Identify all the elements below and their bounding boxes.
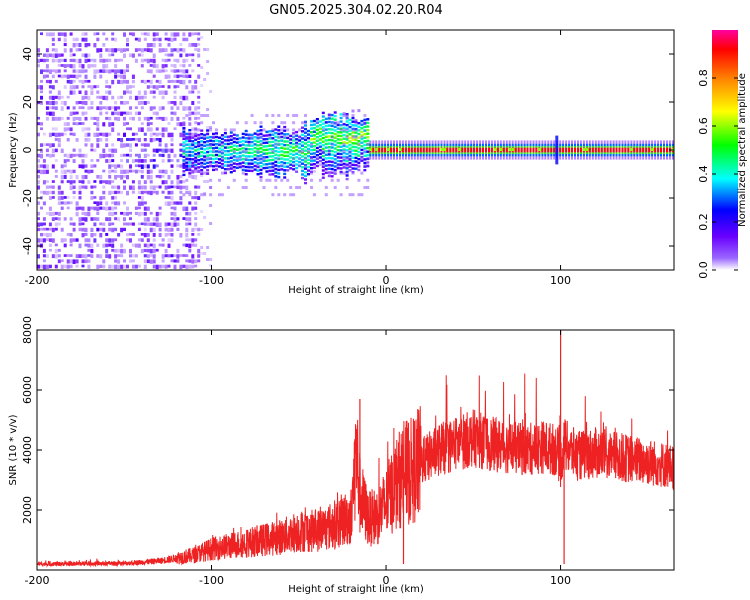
snr-ytick-label: 2000 <box>21 496 34 524</box>
spectrogram-xtick-label: 100 <box>550 274 571 287</box>
colorbar-label: Normalized spectral amplitude <box>737 73 748 227</box>
spectrogram-ytick-label: -20 <box>21 189 34 207</box>
snr-plot-content <box>37 330 674 568</box>
colorbar-ticks: 0.0 0.2 0.4 0.6 0.8 <box>697 69 738 279</box>
figure-title: GN05.2025.304.02.20.R04 <box>269 3 443 18</box>
colorbar-tick-label: 0.8 <box>697 69 710 87</box>
snr-series-line <box>37 373 674 568</box>
snr-xtick-label: -100 <box>199 574 224 587</box>
colorbar-tick-label: 0.2 <box>697 213 710 231</box>
colorbar: 0.0 0.2 0.4 0.6 0.8 Normalized spectral ampl… <box>697 30 748 279</box>
spectrogram-heatmap <box>37 32 674 270</box>
spectrogram-ylabel: Frequency (Hz) <box>8 112 19 188</box>
spectrogram-xlabel: Height of straight line (km) <box>288 285 424 296</box>
snr-ylabel: SNR (10 * v/v) <box>8 414 19 485</box>
colorbar-tick-label: 0.6 <box>697 117 710 135</box>
snr-xlabel: Height of straight line (km) <box>288 584 424 595</box>
colorbar-tick-label: 0.4 <box>697 165 710 183</box>
snr-ytick-label: 4000 <box>21 436 34 464</box>
snr-panel: -200 -100 0 100 2000 4000 6000 8000 Height of s… <box>8 316 675 595</box>
spectrogram-xtick-label: 0 <box>383 274 390 287</box>
snr-ytick-label: 6000 <box>21 376 34 404</box>
spectrogram-ytick-label: 40 <box>21 47 34 61</box>
spectrogram-xtick-label: -100 <box>199 274 224 287</box>
snr-spikes <box>359 330 565 564</box>
snr-xtick-label: 100 <box>550 574 571 587</box>
snr-axes: -200 -100 0 100 2000 4000 6000 8000 <box>21 316 674 587</box>
spectrogram-ytick-label: 0 <box>21 147 34 154</box>
snr-xtick-label: -200 <box>25 574 50 587</box>
colorbar-gradient <box>712 30 738 270</box>
snr-xtick-label: 0 <box>383 574 390 587</box>
spectrogram-ytick-label: 20 <box>21 95 34 109</box>
colorbar-tick-label: 0.0 <box>697 261 710 279</box>
spectrogram-ytick-label: -40 <box>21 237 34 255</box>
spectrogram-xtick-label: -200 <box>25 274 50 287</box>
snr-ytick-label: 8000 <box>21 316 34 344</box>
